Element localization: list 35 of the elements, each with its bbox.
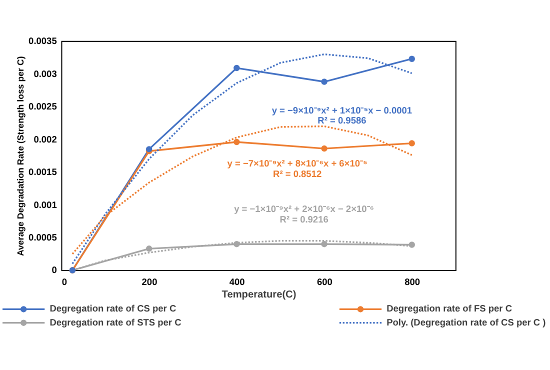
legend-label: Poly. (Degregation rate of CS per C ) [386, 317, 546, 328]
point [408, 140, 415, 146]
y-tick-label: 0.0015 [28, 167, 57, 178]
point [321, 240, 328, 248]
y-tick-label: 0.0025 [28, 102, 57, 112]
x-axis-title: Temperature(C) [222, 290, 296, 301]
legend-label: Degregation rate of CS per C [50, 304, 176, 314]
point [408, 242, 415, 248]
x-tick-label: 400 [229, 277, 245, 288]
annotation: R² = 0.9216 [280, 214, 328, 224]
point [234, 64, 240, 72]
point [146, 246, 152, 252]
y-tick-label: 0.0005 [28, 232, 57, 242]
point [234, 138, 240, 146]
annotation: R² = 0.9586 [318, 116, 366, 126]
y-tick-label: 0 [52, 265, 57, 276]
point [234, 240, 240, 248]
x-tick-label: 0 [62, 277, 68, 288]
y-tick-label: 0.0035 [28, 36, 57, 46]
x-tick-label: 800 [404, 277, 420, 288]
x-tick-label: 600 [316, 277, 332, 288]
point [321, 145, 328, 152]
annotation: y = −9×10⁻⁹x² + 1×10⁻⁵x − 0.0001 [272, 106, 412, 116]
point [321, 78, 328, 85]
annotation: y = −1×10⁻⁹x² + 2×10⁻⁶x − 2×10⁻⁶ [234, 204, 374, 214]
legend-label: Degregation rate of STS per C [50, 317, 182, 328]
annotation: y = −7×10⁻⁹x² + 8×10⁻⁶x + 6×10⁻⁵ [227, 158, 368, 169]
annotation: R² = 0.8512 [273, 168, 322, 179]
x-tick-label: 200 [142, 277, 158, 288]
y-tick-label: 0.003 [34, 68, 57, 79]
point [408, 56, 415, 62]
legend-label: Degregation rate of FS per C [386, 304, 512, 314]
y-tick-label: 0.002 [34, 134, 57, 144]
y-axis-title: Average Degradation Rate (Strength loss per C) [15, 56, 26, 256]
y-tick-label: 0.001 [34, 200, 57, 210]
